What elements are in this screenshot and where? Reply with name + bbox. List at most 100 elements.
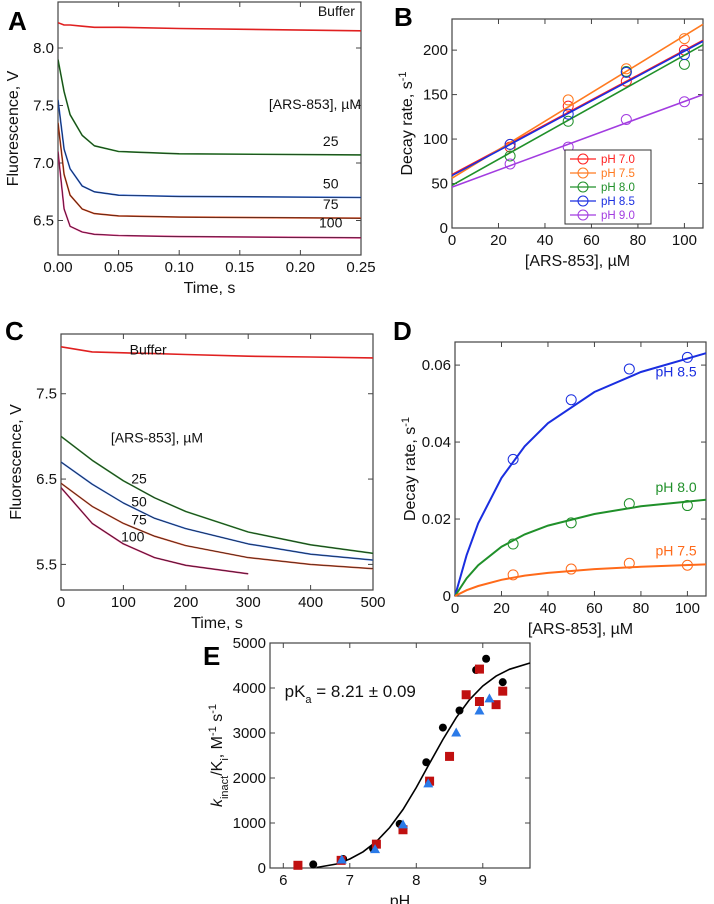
x-axis-label: Time, s [191, 615, 243, 632]
data-point-triangle [451, 727, 462, 737]
data-point [623, 557, 635, 569]
data-point [620, 63, 632, 75]
data-point-circle [482, 654, 491, 663]
data-point [507, 453, 519, 465]
annotation-label: 100 [319, 214, 343, 230]
x-tick-label: 7 [346, 872, 354, 889]
y-tick-label: 8.0 [33, 40, 54, 57]
x-tick-label: 0 [57, 594, 65, 611]
legend-label: pH 9.0 [601, 210, 635, 222]
trace-75 [58, 122, 361, 219]
trace-buffer [58, 21, 361, 32]
x-tick-label: 100 [111, 594, 136, 611]
fit-curve [316, 662, 531, 869]
x-tick-label: 9 [479, 872, 487, 889]
y-tick-label: 2000 [233, 770, 266, 787]
data-point [681, 500, 693, 512]
data-point [623, 363, 635, 375]
y-tick-label: 200 [423, 42, 448, 59]
x-tick-label: 0.20 [286, 259, 315, 276]
data-point-square [474, 664, 484, 674]
data-point-circle [422, 758, 431, 767]
x-tick-label: 100 [672, 232, 697, 249]
annotation-label: 50 [323, 175, 339, 191]
data-point-triangle [336, 854, 347, 864]
panel-label: D [393, 316, 412, 346]
panel-label: C [5, 316, 24, 346]
data-point [678, 58, 690, 70]
data-point-circle [309, 860, 318, 869]
data-point-triangle [397, 819, 408, 829]
x-tick-label: 20 [490, 232, 507, 249]
data-point-square [371, 839, 381, 849]
legend-label: pH 7.5 [601, 168, 635, 180]
y-axis-label: Decay rate, s-1 [397, 71, 416, 175]
trace-100 [58, 151, 361, 239]
panel-c: C 0 100 200 300 400 500 5.5 6.5 7.5 Time, s Fluores… [5, 316, 386, 632]
data-point [562, 108, 574, 120]
panel-label: A [8, 6, 27, 36]
fit-curve [61, 483, 373, 569]
data-point-triangle [484, 693, 495, 703]
x-tick-label: 0 [448, 232, 456, 249]
y-tick-label: 100 [423, 131, 448, 148]
data-point-circle [498, 678, 507, 687]
annotation-label: 75 [323, 196, 339, 212]
plot-frame [451, 18, 704, 229]
y-tick-label: 7.5 [36, 386, 57, 403]
fit-curve [61, 436, 373, 554]
x-tick-label: 80 [633, 600, 650, 617]
annotation-label: [ARS-853], µM [111, 429, 203, 445]
trace-buffer [61, 346, 373, 359]
data-point-square [461, 690, 471, 700]
x-tick-label: 400 [298, 594, 323, 611]
data-point [620, 113, 632, 125]
x-axis-label: Time, s [184, 280, 236, 297]
data-point-square [474, 697, 484, 706]
data-point [504, 138, 516, 150]
x-tick-label: 0.15 [225, 259, 254, 276]
x-tick-label: 300 [236, 594, 261, 611]
y-tick-label: 150 [423, 87, 448, 104]
y-tick-label: 6.5 [36, 471, 57, 488]
x-tick-label: 60 [586, 600, 603, 617]
annotation-label: [ARS-853], µM [269, 96, 361, 112]
y-tick-label: 5.5 [36, 556, 57, 573]
x-axis-label: [ARS-853], µM [525, 253, 630, 270]
legend-marker [577, 167, 589, 179]
pka-annotation: pKa = 8.21 ± 0.09 [285, 682, 416, 706]
data-point-square [491, 700, 501, 710]
annotation-label: 50 [131, 493, 147, 509]
y-tick-label: 1000 [233, 815, 266, 832]
fit-curve [58, 59, 361, 156]
annotation-label: 25 [131, 470, 147, 486]
data-point-circle [455, 706, 464, 715]
plot-frame [269, 642, 531, 869]
fit-curve [58, 99, 361, 198]
panel-b: B 0 20 40 60 80 100 0 50 100 150 200 [ARS-853], µM De… [394, 2, 704, 270]
x-tick-label: 100 [675, 600, 700, 617]
y-axis-label: Decay rate, s-1 [400, 417, 419, 521]
x-tick-label: 0.05 [104, 259, 133, 276]
fit-curve [454, 563, 707, 597]
x-tick-label: 40 [540, 600, 557, 617]
fit-curve [61, 461, 373, 561]
panel-label: E [203, 641, 220, 671]
data-point [678, 96, 690, 108]
fit-line [451, 93, 704, 188]
trace-100 [61, 487, 249, 575]
legend-label: pH 8.0 [601, 182, 635, 194]
annotation-label: 75 [131, 511, 147, 527]
data-point-triangle [370, 844, 381, 854]
y-tick-label: 4000 [233, 680, 266, 697]
y-tick-label: 0.06 [422, 357, 451, 374]
annotation-label: 25 [323, 133, 339, 149]
data-point [623, 498, 635, 510]
data-point-square [445, 751, 455, 761]
y-tick-label: 7.0 [33, 155, 54, 172]
fit-curve [58, 151, 361, 239]
data-point [565, 563, 577, 575]
y-tick-label: 0 [443, 588, 451, 605]
x-axis-label: [ARS-853], µM [528, 621, 633, 638]
